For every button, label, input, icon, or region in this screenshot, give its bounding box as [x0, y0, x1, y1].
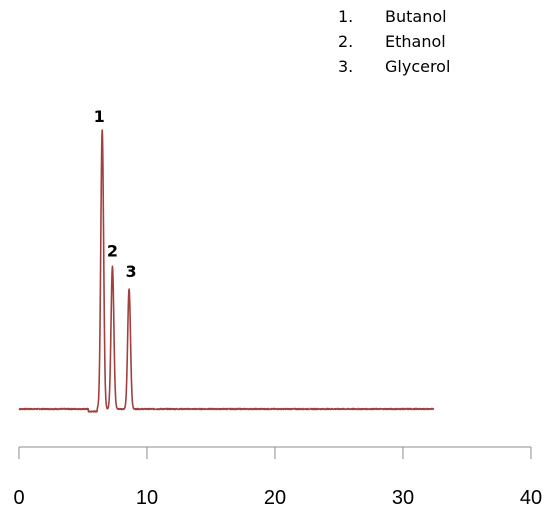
legend-item-butanol: 1. Butanol [338, 4, 450, 29]
legend-name: Butanol [385, 7, 447, 26]
chromatogram-trace [18, 129, 435, 413]
x-tick-label: 30 [392, 487, 414, 506]
legend-number: 1. [338, 7, 354, 26]
legend-name: Glycerol [385, 57, 451, 76]
x-tick-label: 40 [520, 487, 542, 506]
legend-number: 2. [338, 32, 354, 51]
x-tick-label: 20 [264, 487, 286, 506]
legend-item-ethanol: 2. Ethanol [338, 29, 450, 54]
x-axis: 0 10 20 30 40 [13, 446, 542, 506]
peak-label-1: 1 [94, 107, 105, 126]
x-tick-label: 10 [136, 487, 158, 506]
legend-item-glycerol: 3. Glycerol [338, 54, 450, 79]
x-tick-label: 0 [13, 487, 24, 506]
legend-number: 3. [338, 57, 354, 76]
legend-name: Ethanol [385, 32, 446, 51]
peak-label-3: 3 [126, 262, 137, 281]
legend: 1. Butanol 2. Ethanol 3. Glycerol [338, 4, 450, 79]
peak-label-2: 2 [107, 242, 118, 261]
